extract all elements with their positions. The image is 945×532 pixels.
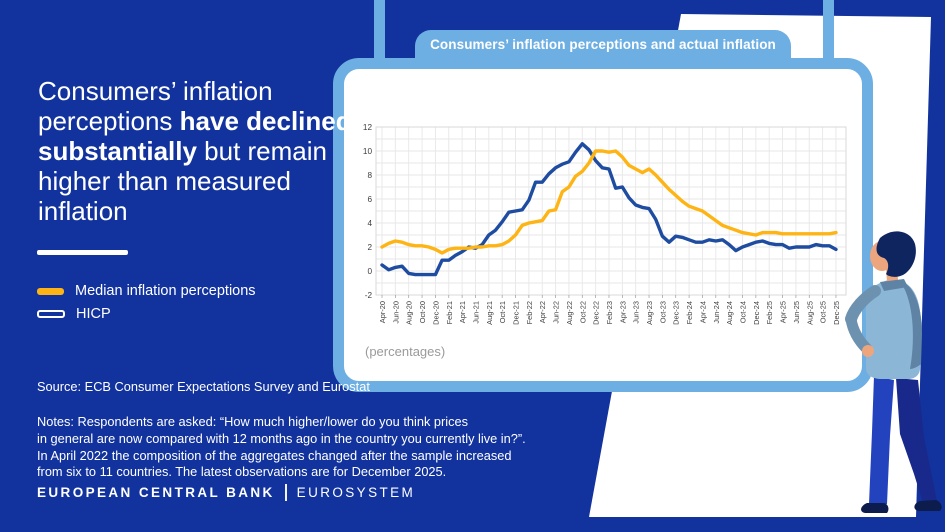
legend-item: Median inflation perceptions (37, 283, 256, 299)
person-far-shoe (914, 500, 942, 511)
x-tick-label: Jun-23 (632, 301, 641, 324)
line-chart: -2 0 2 4 6 8 10 12 Apr-20 Jun-20 Aug-20 Oct-20 Dec-2… (363, 123, 847, 325)
source-note: Source: ECB Consumer Expectations Survey… (37, 379, 370, 394)
x-tick-label: Apr-22 (538, 301, 547, 323)
y-tick-label: 6 (367, 195, 372, 204)
x-tick-label: Oct-25 (819, 301, 828, 323)
x-tick-label: Feb-24 (685, 301, 694, 324)
x-tick-label: Dec-20 (431, 301, 440, 325)
footer-system: EUROSYSTEM (296, 485, 416, 500)
x-tick-label: Feb-25 (765, 301, 774, 324)
chart-area: -2 0 2 4 6 8 10 12 Apr-20 Jun-20 Aug-20 Oct-20 Dec-2… (352, 113, 857, 337)
headline-segment: have declined substantially (38, 106, 352, 166)
series-line-median-inflation-perceptions (380, 149, 838, 255)
x-tick-label: Feb-21 (445, 301, 454, 324)
headline-segment: Consumers’ inflation perceptions (38, 76, 273, 136)
y-tick-label: 0 (367, 267, 372, 276)
footer-org: EUROPEAN CENTRAL BANK (37, 485, 275, 500)
legend-label: HICP (76, 306, 111, 322)
legend-label: Median inflation perceptions (75, 283, 256, 299)
hanger-stripe-left (374, 0, 385, 70)
x-tick-label: Jun-25 (792, 301, 801, 324)
legend-item: HICP (37, 306, 256, 322)
x-tick-label: Jun-21 (471, 301, 480, 324)
x-tick-label: Apr-25 (779, 301, 788, 323)
person-near-leg (869, 376, 894, 504)
x-tick-label: Apr-21 (458, 301, 467, 323)
person-collar (880, 279, 908, 291)
person-hair (876, 231, 916, 277)
x-tick-label: Jun-22 (552, 301, 561, 324)
series-line-hicp (380, 142, 838, 277)
x-tick-label: Oct-21 (498, 301, 507, 323)
x-tick-label: Aug-25 (805, 301, 814, 325)
x-tick-label: Oct-20 (418, 301, 427, 323)
legend-swatch-white-outline (37, 310, 65, 318)
x-tick-label: Dec-23 (672, 301, 681, 325)
x-tick-label: Apr-20 (378, 301, 387, 323)
x-tick-label: Dec-24 (752, 301, 761, 325)
legend-swatch-yellow-filled (37, 287, 64, 295)
hanger-stripe-right (823, 0, 834, 70)
unit-note: (percentages) (365, 344, 446, 359)
x-tick-label: Jun-20 (391, 301, 400, 324)
person-far-leg (896, 378, 937, 503)
y-tick-label: 2 (367, 243, 372, 252)
legend: Median inflation perceptions HICP (37, 283, 256, 329)
x-tick-label: Oct-22 (578, 301, 587, 323)
x-tick-label: Aug-20 (405, 301, 414, 325)
x-tick-label: Aug-21 (485, 301, 494, 325)
x-tick-label: Oct-23 (658, 301, 667, 323)
y-tick-label: -2 (365, 291, 373, 300)
footnotes: Notes: Respondents are asked: “How much … (37, 414, 526, 480)
x-tick-label: Apr-24 (698, 301, 707, 323)
person-near-shoe (861, 503, 889, 513)
x-tick-label: Dec-25 (832, 301, 841, 325)
headline-segment: but remain higher than measured inflatio… (38, 136, 328, 226)
plot-frame (375, 126, 847, 296)
x-tick-label: Jun-24 (712, 301, 721, 324)
x-tick-label: Aug-24 (725, 301, 734, 325)
x-tick-label: Oct-24 (739, 301, 748, 323)
x-tick-label: Aug-23 (645, 301, 654, 325)
x-tick-label: Feb-22 (525, 301, 534, 324)
person-jacket-shade (904, 284, 922, 369)
x-tick-label: Dec-21 (512, 301, 521, 325)
headline-underline (37, 250, 128, 255)
footer-divider (284, 484, 287, 501)
x-tick-label: Aug-22 (565, 301, 574, 325)
x-tick-label: Dec-22 (592, 301, 601, 325)
page-title: Consumers’ inflation perceptions have de… (38, 76, 370, 226)
y-tick-label: 12 (363, 123, 373, 132)
y-tick-label: 4 (367, 219, 372, 228)
person-arm-lower (845, 313, 873, 355)
y-tick-label: 10 (363, 147, 373, 156)
chart-title: Consumers’ inflation perceptions and act… (430, 37, 776, 52)
person-illustration (845, 231, 942, 513)
person-jacket (865, 279, 922, 379)
person-hand (862, 345, 874, 357)
x-tick-label: Feb-23 (605, 301, 614, 324)
x-tick-label: Apr-23 (618, 301, 627, 323)
y-tick-label: 8 (367, 171, 372, 180)
footer: EUROPEAN CENTRAL BANK EUROSYSTEM (37, 484, 415, 501)
